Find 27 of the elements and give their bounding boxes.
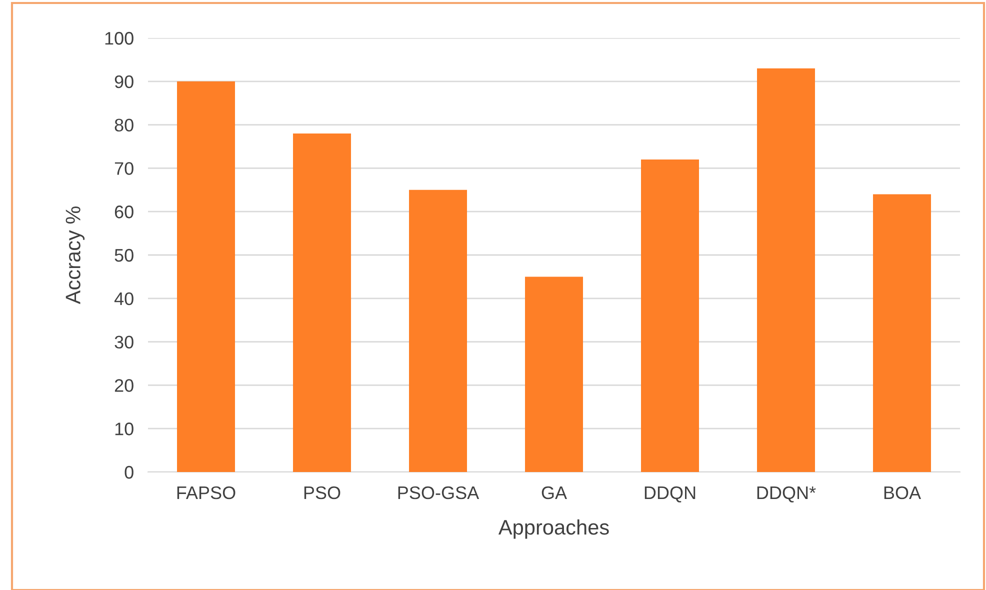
y-tick-label: 30 <box>114 336 134 349</box>
x-tick-label: PSO <box>304 486 340 500</box>
y-tick-label: 90 <box>114 75 134 88</box>
y-tick-label: 20 <box>114 379 134 392</box>
y-tick-label: 0 <box>124 466 134 479</box>
y-tick-label: 70 <box>114 162 134 175</box>
y-tick-label: 10 <box>115 422 134 436</box>
bar <box>757 68 815 472</box>
x-tick-label: DDQN* <box>757 486 816 502</box>
bar <box>873 194 931 472</box>
bar <box>525 276 583 472</box>
y-tick-label: 100 <box>105 32 134 45</box>
y-tick-label: 80 <box>114 118 134 132</box>
x-axis-title: Approaches <box>498 519 609 539</box>
y-axis-title: Accracy % <box>66 206 85 304</box>
x-tick-label: FAPSO <box>177 486 236 500</box>
x-tick-label: DDQN <box>644 486 696 502</box>
x-tick-label: PSO-GSA <box>398 486 480 500</box>
bar <box>177 81 235 472</box>
y-tick-label: 40 <box>114 292 134 306</box>
bar <box>293 133 351 472</box>
x-tick-label: GA <box>542 486 568 500</box>
bar <box>409 190 467 472</box>
y-tick-label: 60 <box>114 206 134 218</box>
bar <box>641 160 699 472</box>
y-tick-label: 50 <box>114 248 134 262</box>
x-tick-label: BOA <box>884 486 922 500</box>
